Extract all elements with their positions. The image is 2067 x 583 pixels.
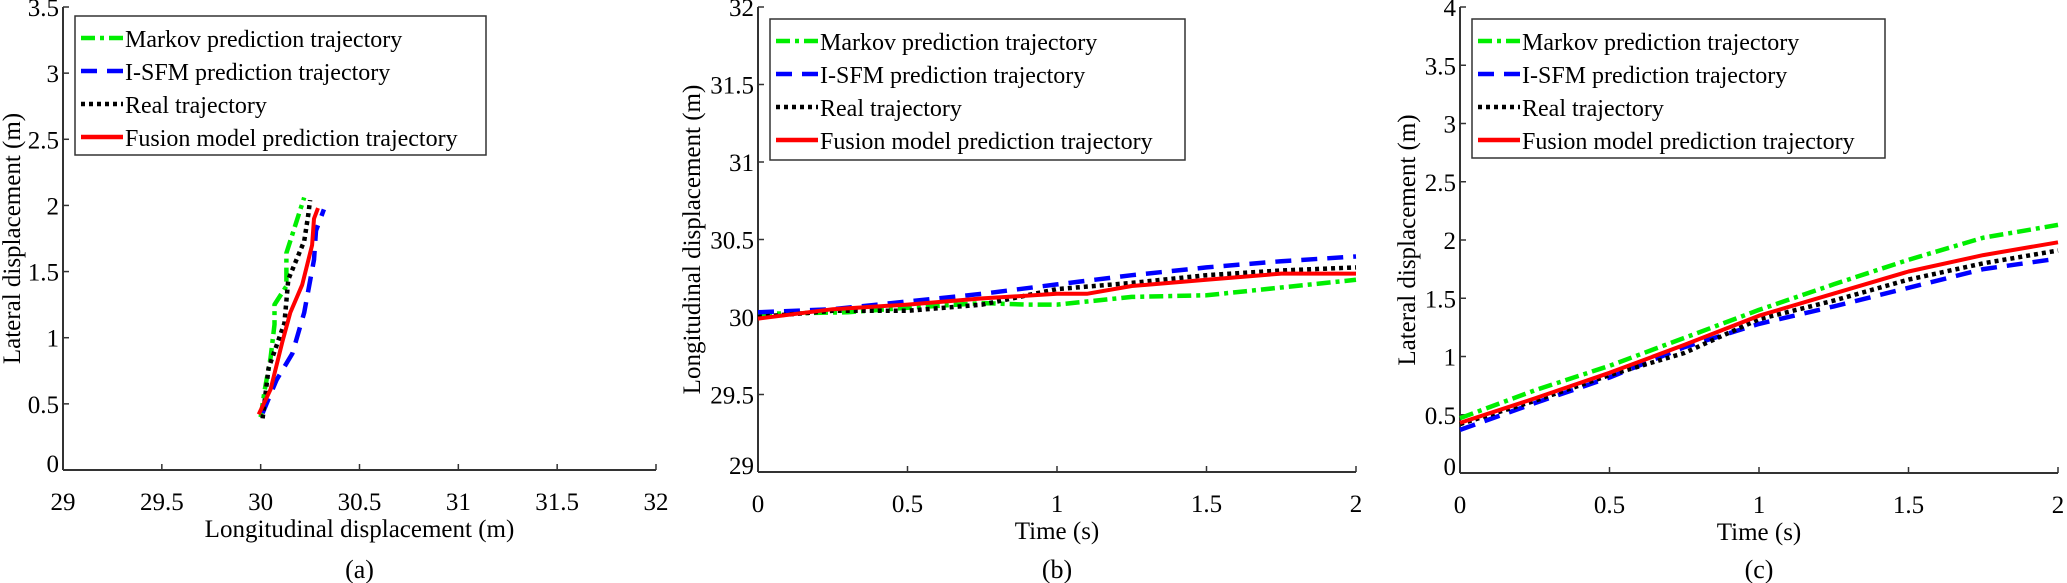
x-tick-label: 32 <box>644 489 669 516</box>
y-tick-label: 30 <box>729 305 754 332</box>
series-line-dotted <box>260 199 313 419</box>
x-axis-label: Time (s) <box>1717 519 1802 546</box>
x-tick-label: 0.5 <box>892 491 923 518</box>
x-tick-label: 30 <box>248 489 273 516</box>
y-tick-label: 1.5 <box>28 260 59 287</box>
y-tick-label: 1 <box>1444 345 1457 372</box>
y-tick-label: 29 <box>729 453 754 480</box>
legend-label: I-SFM prediction trajectory <box>125 60 390 86</box>
legend: Markov prediction trajectory I-SFM predic… <box>1471 18 1886 159</box>
x-tick-label: 31 <box>446 489 471 516</box>
y-tick-label: 2.5 <box>1425 170 1456 197</box>
x-tick-label: 2 <box>1350 491 1363 518</box>
legend-label: Real trajectory <box>820 96 962 122</box>
legend-label: I-SFM prediction trajectory <box>820 63 1085 89</box>
x-tick-label: 31.5 <box>535 489 579 516</box>
series-line-dotted <box>757 265 1357 320</box>
y-tick-label: 1 <box>47 326 60 353</box>
y-tick-label: 3 <box>47 61 60 88</box>
series-line-solid <box>256 207 320 416</box>
panel-c: 0 0.5 1 1.5 2 0 0.5 1 1.5 2 2.5 3 3.5 4 Time (s) Latera… <box>1394 0 2064 583</box>
panel-caption: (c) <box>1745 555 1774 583</box>
x-axis-label: Time (s) <box>1015 518 1100 545</box>
legend-label: Real trajectory <box>1522 96 1664 122</box>
legend-label: Fusion model prediction trajectory <box>125 126 458 152</box>
x-tick-label: 2 <box>2052 492 2065 519</box>
y-tick-label: 32 <box>729 0 754 22</box>
x-tick-label: 0 <box>1454 492 1467 519</box>
legend: Markov prediction trajectory I-SFM predic… <box>769 18 1186 161</box>
series-line-solid <box>1459 240 2059 425</box>
x-tick-label: 1.5 <box>1191 491 1222 518</box>
x-tick-label: 29 <box>51 489 76 516</box>
y-tick-label: 2 <box>47 193 60 220</box>
x-tick-label: 1 <box>1051 491 1064 518</box>
legend-label: Markov prediction trajectory <box>820 30 1097 56</box>
y-tick-label: 31 <box>729 150 754 177</box>
panel-b: 0 0.5 1 1.5 2 29 29.5 30 30.5 31 31.5 32 Time (s) Lon… <box>679 0 1362 583</box>
y-tick-label: 30.5 <box>710 228 754 255</box>
y-tick-label: 0 <box>47 451 60 478</box>
series-line-dash-dot <box>1459 222 2059 421</box>
legend: Markov prediction trajectory I-SFM predic… <box>74 15 487 156</box>
legend-box <box>769 18 1186 161</box>
y-axis-label: Lateral displacement (m) <box>0 113 26 364</box>
series-line-dashed <box>1459 256 2059 433</box>
series-line-dash-dot <box>757 277 1357 317</box>
x-tick-label: 0.5 <box>1594 492 1625 519</box>
panel-caption: (a) <box>345 555 374 583</box>
panel-a: 29 29.5 30 30.5 31 31.5 32 0 0.5 1 1.5 2 2.5 3 3.5 Long… <box>0 0 669 583</box>
y-tick-label: 0.5 <box>1425 403 1456 430</box>
y-tick-label: 3.5 <box>1425 53 1456 80</box>
panel-caption: (b) <box>1042 555 1072 583</box>
legend-box <box>1471 18 1886 159</box>
y-tick-label: 2.5 <box>28 127 59 154</box>
series-line-dashed <box>757 254 1357 315</box>
legend-label: I-SFM prediction trajectory <box>1522 63 1787 89</box>
legend-label: Markov prediction trajectory <box>1522 30 1799 56</box>
x-tick-label: 1 <box>1753 492 1766 519</box>
series-line-dashed <box>260 208 327 414</box>
x-tick-label: 29.5 <box>140 489 184 516</box>
y-tick-label: 3.5 <box>28 0 59 22</box>
series-line-dotted <box>1459 248 2059 427</box>
legend-box <box>74 15 487 156</box>
x-tick-label: 1.5 <box>1893 492 1924 519</box>
y-axis-label: Longitudinal displacement (m) <box>679 85 706 395</box>
y-tick-label: 3 <box>1444 112 1457 139</box>
y-tick-label: 0 <box>1444 454 1457 481</box>
y-tick-label: 1.5 <box>1425 286 1456 313</box>
legend-label: Fusion model prediction trajectory <box>1522 129 1855 155</box>
y-tick-label: 4 <box>1444 0 1457 22</box>
legend-label: Fusion model prediction trajectory <box>820 129 1153 155</box>
y-axis-label: Lateral displacement (m) <box>1394 114 1421 365</box>
legend-label: Real trajectory <box>125 93 267 119</box>
x-tick-label: 30.5 <box>338 489 382 516</box>
y-tick-label: 0.5 <box>28 392 59 419</box>
y-tick-label: 2 <box>1444 228 1457 255</box>
x-axis-label: Longitudinal displacement (m) <box>205 516 515 543</box>
y-tick-label: 31.5 <box>710 73 754 100</box>
series-line-solid <box>757 271 1356 321</box>
y-tick-label: 29.5 <box>710 383 754 410</box>
legend-label: Markov prediction trajectory <box>125 27 402 53</box>
x-tick-label: 0 <box>752 491 765 518</box>
